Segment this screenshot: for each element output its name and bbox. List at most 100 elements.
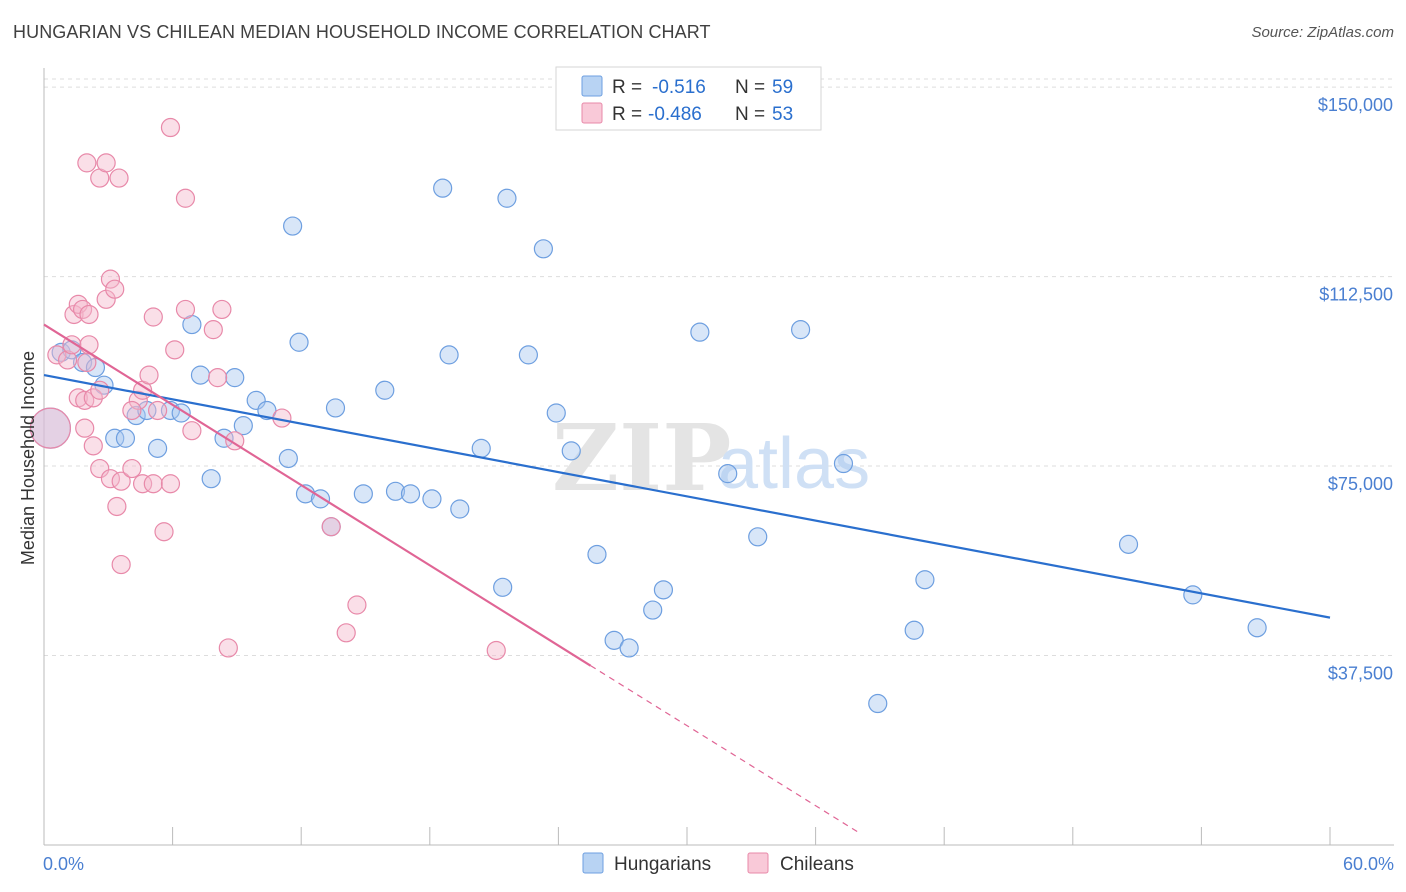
data-point <box>619 638 639 658</box>
data-point <box>79 335 99 355</box>
legend-r-label: R = <box>612 77 642 98</box>
data-point <box>1118 534 1139 554</box>
trend-line-chileans <box>43 323 592 667</box>
series-legend: Hungarians Chileans <box>582 852 854 875</box>
data-point <box>246 390 266 410</box>
gridlines <box>44 78 1394 657</box>
y-tick-label: $75,000 <box>1328 474 1393 494</box>
data-point <box>83 388 103 408</box>
data-point <box>518 345 538 365</box>
data-point <box>208 368 228 388</box>
data-point <box>203 320 223 340</box>
data-point <box>190 365 211 385</box>
data-point <box>115 428 136 448</box>
data-point <box>546 403 566 423</box>
data-point <box>325 398 346 418</box>
source-credit: Source: ZipAtlas.com <box>1251 24 1394 41</box>
data-point <box>47 345 67 365</box>
data-point <box>175 188 196 208</box>
data-point <box>72 299 93 320</box>
y-tick-label: $112,500 <box>1319 285 1393 305</box>
data-point <box>587 544 607 565</box>
legend-swatch-pink <box>581 102 603 124</box>
y-tick-label: $150,000 <box>1318 95 1393 115</box>
legend-r-value-blue: -0.516 <box>652 77 706 98</box>
x-tick-label-max: 60.0% <box>1343 854 1394 874</box>
data-point <box>77 153 97 173</box>
data-point <box>154 522 174 542</box>
data-point <box>128 390 148 410</box>
x-tick-label-min: 0.0% <box>43 854 84 874</box>
trend-lines <box>43 323 1331 833</box>
data-point <box>604 630 624 650</box>
legend-n-label: N = <box>735 77 765 98</box>
watermark: ZIP atlas <box>552 404 870 512</box>
series-hungarians-points <box>29 178 1267 714</box>
trend-line-hungarians <box>43 374 1331 619</box>
data-point <box>915 570 935 590</box>
data-point <box>111 471 131 491</box>
series-swatch-hungarians <box>582 852 604 874</box>
data-point <box>439 345 459 365</box>
watermark-atlas: atlas <box>718 424 870 504</box>
data-point <box>182 421 202 441</box>
data-point <box>225 368 245 388</box>
y-axis-title: Median Household Income <box>18 351 38 565</box>
data-point <box>1247 618 1267 638</box>
data-point <box>257 400 277 421</box>
data-point <box>72 352 93 373</box>
data-point <box>96 153 116 173</box>
data-point <box>278 448 298 469</box>
data-point <box>1183 585 1203 605</box>
data-point <box>904 620 924 640</box>
data-point <box>643 600 663 620</box>
data-point <box>212 299 232 320</box>
data-point <box>29 407 72 449</box>
data-point <box>122 458 142 479</box>
data-point <box>336 623 356 643</box>
legend-r-value-pink: -0.486 <box>648 104 702 125</box>
stats-legend: R = -0.516 N = 59 R = -0.486 N = 53 <box>555 66 822 131</box>
data-point <box>486 640 506 661</box>
data-point <box>347 595 367 615</box>
data-point <box>201 469 221 489</box>
legend-n-value-blue: 59 <box>772 77 793 98</box>
data-point <box>283 216 303 236</box>
legend-r-label: R = <box>612 104 642 125</box>
data-point <box>400 484 421 504</box>
legend-n-value-pink: 53 <box>772 104 793 125</box>
data-point <box>653 580 674 600</box>
data-point <box>175 299 196 320</box>
data-point <box>143 474 163 494</box>
data-point <box>233 416 253 436</box>
data-point <box>122 400 142 421</box>
axes <box>43 68 1394 846</box>
data-point <box>450 499 470 519</box>
series-swatch-chileans <box>747 852 769 874</box>
legend-n-label: N = <box>735 104 765 125</box>
data-point <box>160 474 181 494</box>
y-tick-labels: $37,500 $75,000 $112,500 $150,000 <box>1318 95 1393 683</box>
data-point <box>57 350 78 370</box>
data-point <box>375 380 395 400</box>
data-point <box>868 693 888 714</box>
data-point <box>790 320 811 340</box>
data-point <box>143 307 163 327</box>
data-point <box>139 365 159 385</box>
data-point <box>718 464 738 484</box>
data-point <box>109 168 129 188</box>
data-point <box>385 481 406 501</box>
data-point <box>147 400 168 421</box>
data-point <box>690 322 710 342</box>
y-tick-label: $37,500 <box>1328 664 1393 684</box>
data-point <box>289 332 309 352</box>
data-point <box>111 554 131 575</box>
series-label-chileans: Chileans <box>780 854 854 875</box>
data-point <box>497 188 517 208</box>
data-point <box>83 436 103 456</box>
data-point <box>561 441 581 461</box>
data-point <box>79 304 99 325</box>
data-point <box>105 428 125 448</box>
data-point <box>321 517 341 537</box>
data-point <box>533 239 553 259</box>
